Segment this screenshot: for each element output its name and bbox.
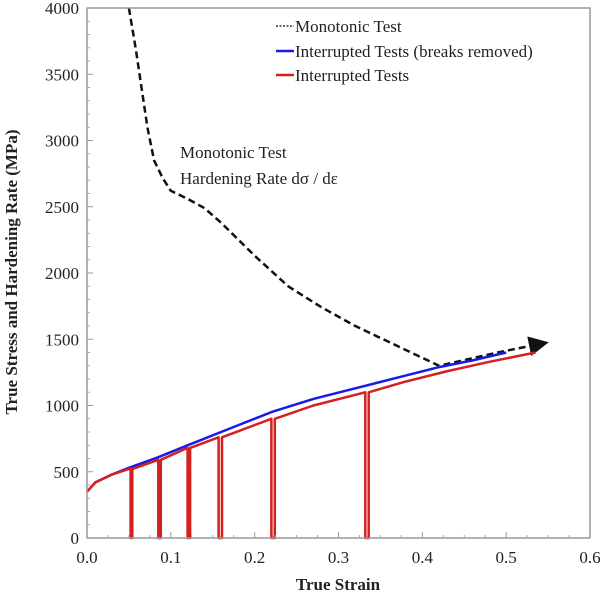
y-tick-label: 1500	[45, 330, 79, 349]
x-tick-label: 0.3	[328, 548, 349, 567]
y-tick-label: 500	[54, 463, 80, 482]
series-line-0	[127, 7, 549, 368]
x-tick-label: 0.1	[160, 548, 181, 567]
y-tick-label: 3500	[45, 65, 79, 84]
legend: Monotonic Test Interrupted Tests (breaks…	[276, 17, 533, 85]
x-tick-label: 0.5	[496, 548, 517, 567]
y-tick-label: 2500	[45, 198, 79, 217]
y-tick-label: 0	[71, 529, 80, 548]
legend-label-interrupted: Interrupted Tests	[295, 66, 409, 85]
y-tick-label: 2000	[45, 264, 79, 283]
annotation-line-2: Hardening Rate dσ / dε	[180, 169, 338, 188]
y-axis-label: True Stress and Hardening Rate (MPa)	[2, 129, 21, 414]
legend-label-breaks-removed: Interrupted Tests (breaks removed)	[295, 42, 533, 61]
annotation-line-1: Monotonic Test	[180, 143, 287, 162]
x-axis-label: True Strain	[296, 575, 381, 594]
x-tick-label: 0.6	[579, 548, 600, 567]
series-line-2	[86, 351, 536, 540]
y-tick-label: 4000	[45, 0, 79, 18]
legend-label-monotonic: Monotonic Test	[295, 17, 402, 36]
x-tick-label: 0.2	[244, 548, 265, 567]
x-tick-label: 0.4	[412, 548, 434, 567]
y-tick-label: 1000	[45, 397, 79, 416]
x-tick-label: 0.0	[76, 548, 97, 567]
y-tick-label: 3000	[45, 132, 79, 151]
